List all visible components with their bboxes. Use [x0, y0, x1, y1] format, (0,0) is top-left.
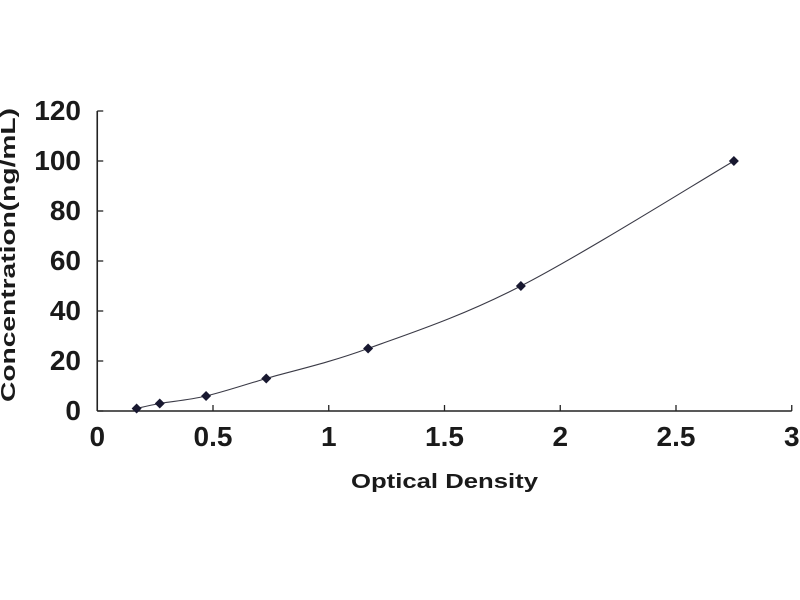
svg-text:0: 0	[89, 421, 105, 452]
svg-text:3: 3	[784, 421, 800, 452]
svg-text:60: 60	[50, 245, 81, 276]
svg-text:20: 20	[50, 345, 81, 376]
svg-text:1.5: 1.5	[425, 421, 464, 452]
svg-text:100: 100	[34, 145, 81, 176]
svg-text:2.5: 2.5	[657, 421, 696, 452]
svg-text:0.5: 0.5	[194, 421, 233, 452]
svg-text:2: 2	[552, 421, 568, 452]
svg-text:Concentration(ng/mL): Concentration(ng/mL)	[0, 108, 20, 402]
svg-text:80: 80	[50, 195, 81, 226]
svg-text:0: 0	[65, 395, 81, 426]
svg-text:Optical Density: Optical Density	[351, 471, 539, 493]
svg-text:40: 40	[50, 295, 81, 326]
svg-text:1: 1	[321, 421, 337, 452]
svg-text:120: 120	[34, 95, 81, 126]
